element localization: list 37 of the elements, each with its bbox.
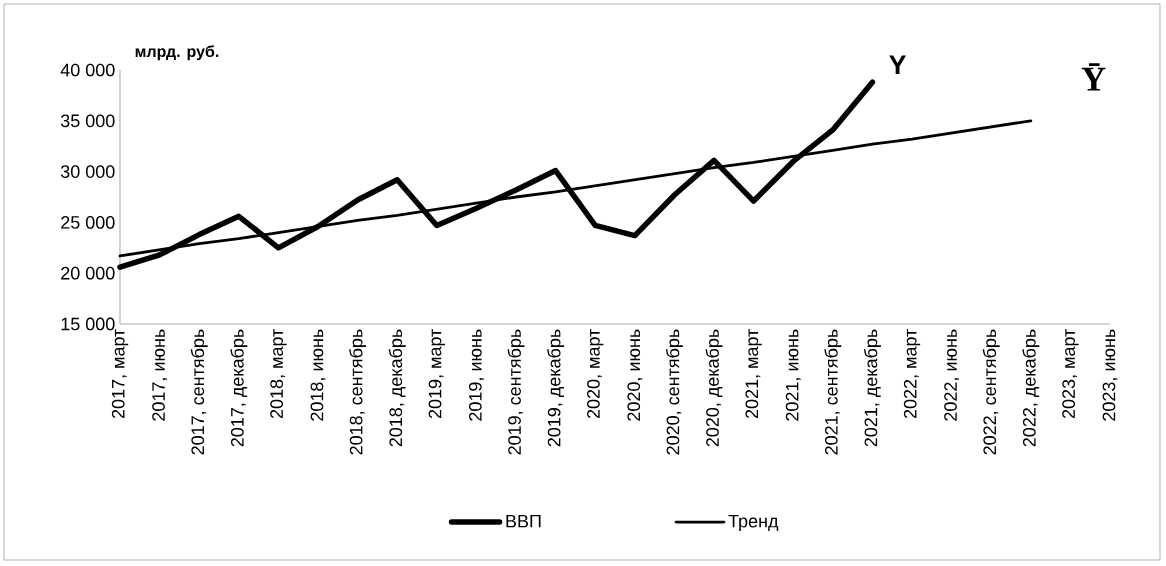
x-tick-label: 2022, июнь [944, 329, 960, 421]
x-tick-label: 2022, март [903, 329, 921, 419]
x-tick-label: 2019, сентябрь [507, 329, 525, 455]
x-tick-label: 2020, декабрь [705, 329, 723, 447]
x-tick-label: 2020, сентябрь [665, 329, 683, 455]
y-tick-label: 20 000 [61, 266, 115, 280]
x-tick-label: 2019, июнь [468, 329, 484, 421]
y-tick-label: 40 000 [60, 63, 115, 77]
x-tick-label: 2018, март [270, 329, 287, 419]
y-tick-label: 30 000 [60, 165, 115, 178]
x-tick-label: 2023, июнь [1102, 329, 1118, 421]
legend-label: ВВП [506, 514, 541, 528]
y-axis-title: млрд. руб. [135, 45, 219, 61]
annotation: Ȳ [1081, 63, 1106, 91]
x-tick-label: 2017, сентябрь [190, 329, 208, 455]
x-tick-label: 2022, декабрь [1022, 329, 1040, 447]
x-tick-label: 2017, июнь [152, 329, 168, 421]
x-tick-label: 2018, сентябрь [349, 329, 367, 455]
x-tick-label: 2021, декабрь [863, 329, 881, 447]
x-tick-label: 2021, сентябрь [824, 329, 842, 455]
x-tick-label: 2023, март [1062, 329, 1079, 419]
x-tick-label: 2022, сентябрь [982, 329, 1000, 455]
x-tick-label: 2020, июнь [627, 329, 643, 421]
legend-label: Тренд [728, 514, 779, 532]
x-tick-label: 2021, июнь [785, 329, 801, 421]
y-tick-label: 15 000 [61, 317, 115, 331]
x-tick-label: 2021, март [745, 329, 762, 419]
x-tick-label: 2020, март [587, 329, 604, 419]
x-tick-label: 2019, декабрь [547, 329, 565, 447]
x-tick-label: 2018, декабрь [388, 329, 406, 447]
y-tick-label: 25 000 [61, 216, 115, 229]
x-tick-label: 2017, декабрь [230, 329, 248, 447]
x-tick-label: 2017, март [111, 329, 129, 419]
annotation: Y [889, 55, 907, 74]
x-tick-label: 2019, март [428, 329, 445, 419]
x-tick-label: 2018, июнь [310, 329, 326, 421]
y-tick-label: 35 000 [60, 114, 115, 128]
